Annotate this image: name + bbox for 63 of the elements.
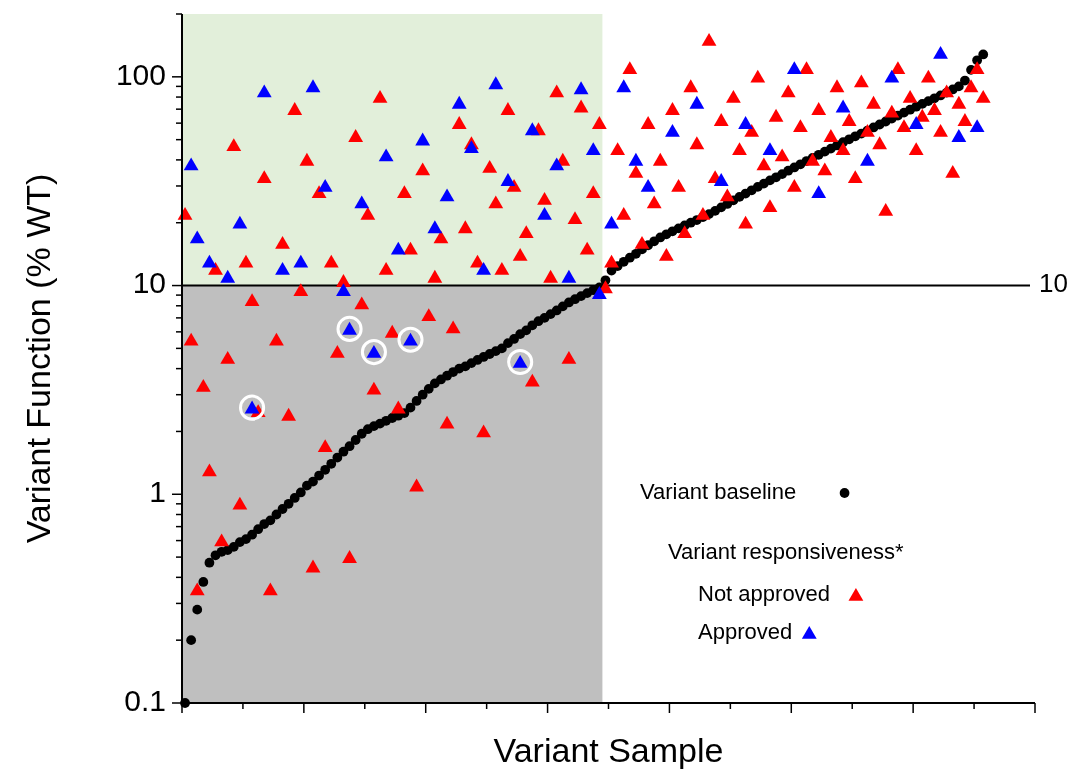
- point: [451, 95, 467, 109]
- y-tick-label: 10: [132, 266, 166, 300]
- point: [604, 215, 619, 229]
- point: [232, 215, 248, 229]
- point: [951, 129, 967, 142]
- point: [360, 339, 387, 366]
- point: [811, 185, 827, 198]
- x-axis-title: Variant Sample: [493, 731, 724, 769]
- ref-line-label: 10: [1039, 268, 1068, 299]
- point: [884, 69, 900, 83]
- point: [183, 157, 199, 171]
- point: [507, 349, 534, 376]
- legend-title: Variant responsiveness*: [668, 538, 905, 564]
- point: [415, 132, 431, 146]
- y-tick-label: 1: [149, 475, 166, 509]
- point: [524, 122, 540, 136]
- point: [293, 254, 309, 268]
- point: [189, 230, 205, 244]
- point: [256, 84, 272, 98]
- point: [713, 173, 729, 186]
- point: [500, 173, 516, 186]
- point: [464, 140, 479, 153]
- legend-label: Approved: [698, 618, 793, 644]
- point: [378, 148, 394, 162]
- point: [628, 152, 644, 166]
- legend-label: Not approved: [698, 580, 831, 606]
- point: [336, 283, 351, 296]
- point: [305, 79, 321, 93]
- point: [561, 269, 577, 283]
- point: [336, 315, 363, 342]
- point: [488, 76, 504, 90]
- point: [689, 95, 705, 109]
- point: [439, 188, 455, 202]
- y-tick-label: 100: [115, 57, 166, 91]
- point: [476, 261, 491, 275]
- point: [786, 61, 802, 74]
- legend-label: Variant baseline: [640, 478, 797, 504]
- point: [537, 207, 552, 220]
- point: [969, 119, 985, 132]
- y-tick-label: 0.1: [124, 683, 166, 717]
- point: [835, 99, 851, 113]
- point: [665, 123, 680, 137]
- point: [762, 142, 778, 155]
- point: [573, 81, 589, 95]
- point: [427, 220, 443, 234]
- point: [390, 241, 406, 255]
- point: [549, 157, 565, 171]
- point: [591, 286, 607, 299]
- y-axis-title: Variant Function (% WT): [19, 173, 57, 544]
- point: [908, 116, 924, 129]
- point: [220, 269, 236, 283]
- point: [738, 116, 753, 129]
- point: [239, 394, 266, 421]
- point: [354, 195, 370, 209]
- point: [933, 46, 948, 59]
- point: [860, 152, 875, 166]
- point: [275, 261, 290, 275]
- point: [317, 178, 333, 192]
- point: [202, 254, 217, 268]
- point: [616, 79, 632, 93]
- point: [585, 142, 601, 155]
- point: [397, 326, 424, 353]
- point: [640, 178, 656, 192]
